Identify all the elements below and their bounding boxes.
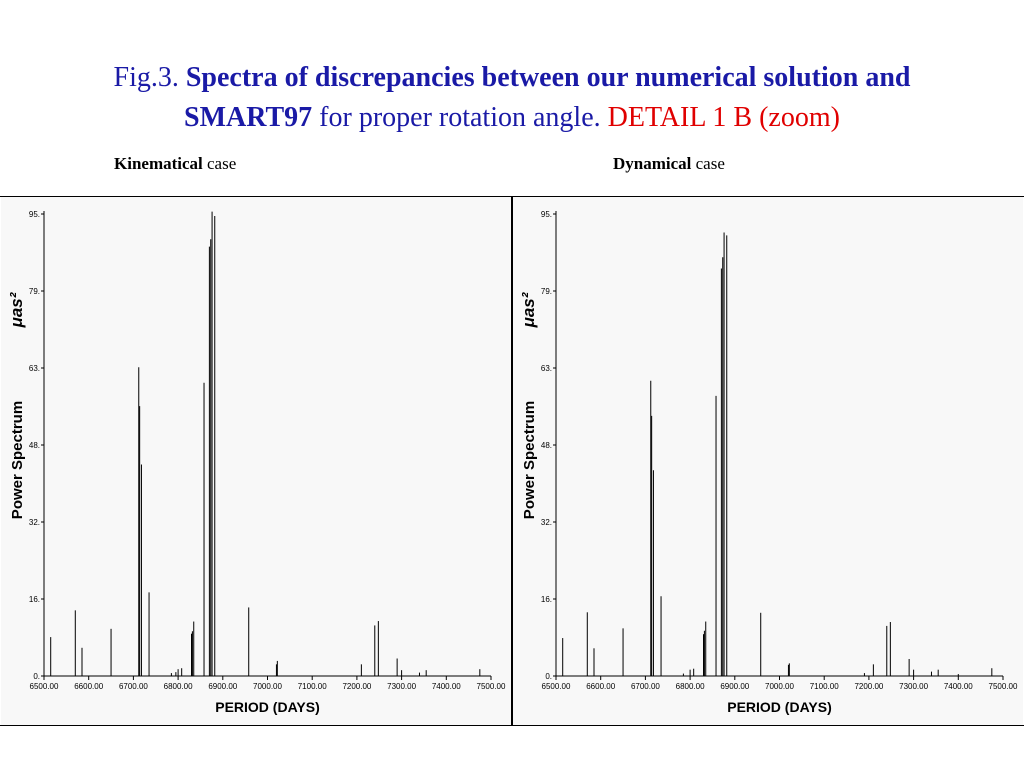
right-subtitle-rest: case	[691, 154, 725, 173]
title-line-2: SMART97 for proper rotation angle. DETAI…	[0, 98, 1024, 138]
x-tick-label: 7200.00	[854, 682, 883, 691]
y-tick-label: 48.	[29, 441, 40, 450]
kinematical-chart: 0. 16. 32. 48. 63. 79. 95. 6500.00 6600.00 6700.0…	[1, 197, 511, 725]
x-tick-label: 7000.00	[765, 682, 794, 691]
dynamical-chart: 0. 16. 32. 48. 63. 79. 95. 6500.00 6600.00 6700.0…	[513, 197, 1023, 725]
y-tick-label: 32.	[541, 518, 552, 527]
x-tick-label: 6900.00	[208, 682, 237, 691]
y-tick-label: 79.	[29, 287, 40, 296]
y-tick-label: 0.	[545, 672, 552, 681]
x-tick-label: 6900.00	[720, 682, 749, 691]
y-axis-label-group: Power Spectrum μas²	[7, 291, 26, 519]
plot-background	[1, 197, 511, 725]
y-axis-label-group: Power Spectrum μas²	[519, 291, 538, 519]
x-tick-label: 7300.00	[387, 682, 416, 691]
x-tick-label: 7500.00	[477, 682, 506, 691]
x-tick-label: 7400.00	[944, 682, 973, 691]
y-tick-label: 95.	[29, 210, 40, 219]
x-tick-label: 6700.00	[119, 682, 148, 691]
x-tick-label: 7400.00	[432, 682, 461, 691]
figure-title: Fig.3. Spectra of discrepancies between …	[0, 58, 1024, 138]
y-axis-unit: μas²	[7, 291, 26, 328]
x-tick-label: 6500.00	[30, 682, 59, 691]
y-tick-label: 0.	[33, 672, 40, 681]
y-axis-unit: μas²	[519, 291, 538, 328]
title-prefix: Fig.3.	[113, 62, 179, 93]
title-detail-label: DETAIL 1 B (zoom)	[607, 102, 840, 133]
x-tick-label: 6700.00	[631, 682, 660, 691]
left-panel-subtitle: Kinematical case	[114, 154, 236, 174]
plot-background	[513, 197, 1023, 725]
y-axis-label: Power Spectrum	[9, 401, 26, 519]
title-bold-part-2: SMART97	[184, 102, 313, 133]
x-tick-label: 7100.00	[298, 682, 327, 691]
panel-divider	[511, 196, 513, 726]
y-tick-label: 95.	[541, 210, 552, 219]
x-tick-label: 6600.00	[586, 682, 615, 691]
y-tick-label: 48.	[541, 441, 552, 450]
x-tick-label: 7300.00	[899, 682, 928, 691]
y-tick-label: 79.	[541, 287, 552, 296]
title-normal-part: for proper rotation angle.	[319, 102, 601, 133]
x-tick-label: 6800.00	[164, 682, 193, 691]
right-panel-subtitle: Dynamical case	[613, 154, 725, 174]
x-tick-label: 7100.00	[810, 682, 839, 691]
y-tick-label: 63.	[541, 364, 552, 373]
left-subtitle-rest: case	[202, 154, 237, 173]
x-tick-label: 7000.00	[253, 682, 282, 691]
x-tick-label: 7200.00	[342, 682, 371, 691]
x-tick-label: 6600.00	[74, 682, 103, 691]
x-tick-label: 7500.00	[989, 682, 1018, 691]
y-tick-label: 63.	[29, 364, 40, 373]
y-tick-label: 16.	[29, 595, 40, 604]
right-subtitle-bold: Dynamical	[613, 154, 692, 173]
x-tick-label: 6500.00	[542, 682, 571, 691]
y-axis-label: Power Spectrum	[521, 401, 538, 519]
x-axis-label: PERIOD (DAYS)	[727, 699, 832, 715]
x-tick-label: 6800.00	[676, 682, 705, 691]
title-bold-part-1: Spectra of discrepancies between our num…	[185, 62, 911, 93]
y-tick-label: 16.	[541, 595, 552, 604]
left-subtitle-bold: Kinematical	[114, 154, 203, 173]
title-line-1: Fig.3. Spectra of discrepancies between …	[0, 58, 1024, 98]
x-axis-label: PERIOD (DAYS)	[215, 699, 320, 715]
y-tick-label: 32.	[29, 518, 40, 527]
